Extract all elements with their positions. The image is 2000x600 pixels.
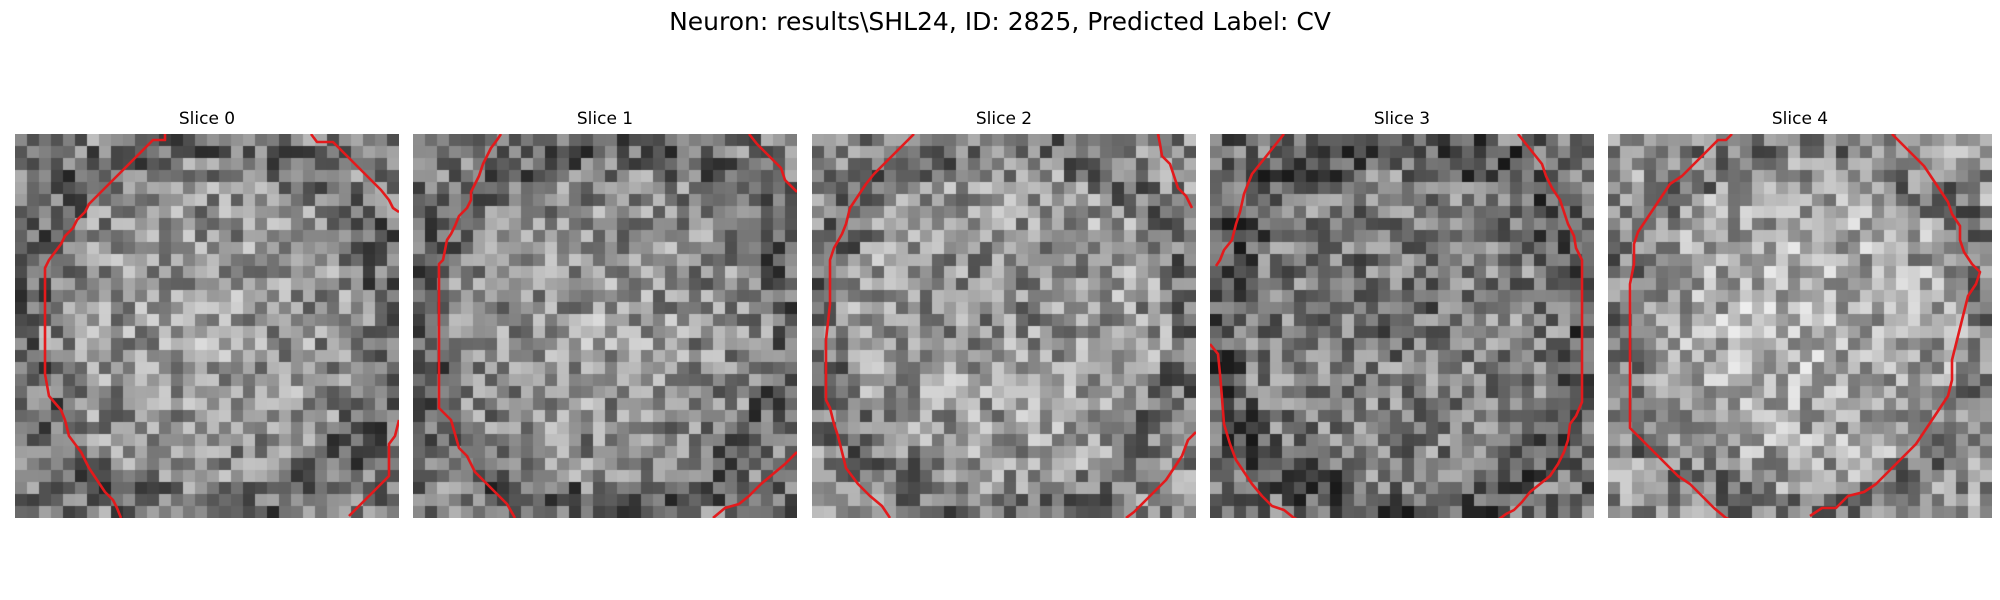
contour-line-2 [712, 451, 797, 518]
slice-image-2 [812, 134, 1196, 518]
slice-image-1 [413, 134, 797, 518]
slice-contour-4 [1628, 134, 1982, 518]
slice-title-1: Slice 1 [576, 109, 634, 129]
contour-line-0 [43, 134, 167, 518]
slice-pixels-1 [413, 134, 797, 518]
slice-panel-1: Slice 1 [413, 109, 797, 518]
slice-pixels-4 [1608, 134, 1992, 518]
contour-line-0 [824, 134, 915, 518]
slice-pixels-0 [15, 134, 399, 518]
contour-line-2 [1498, 134, 1584, 518]
slice-panel-2: Slice 2 [812, 109, 1196, 518]
slice-title-3: Slice 3 [1373, 109, 1431, 129]
contour-line-1 [1210, 343, 1298, 518]
contour-line-0 [1628, 134, 1733, 518]
contour-line-0 [1214, 134, 1286, 267]
contour-line-2 [1125, 431, 1196, 518]
slice-panel-4: Slice 4 [1608, 109, 1992, 518]
figure-title: Neuron: results\SHL24, ID: 2825, Predict… [669, 7, 1331, 36]
contour-line-2 [348, 419, 399, 517]
contour-line-0 [437, 134, 517, 518]
slice-title-2: Slice 2 [975, 109, 1033, 129]
slice-pixels-3 [1210, 134, 1594, 518]
slice-contour-2 [824, 134, 1196, 518]
contour-line-1 [747, 134, 797, 193]
slice-panel-3: Slice 3 [1210, 109, 1594, 518]
slice-title-4: Slice 4 [1771, 109, 1829, 129]
slice-image-4 [1608, 134, 1992, 518]
slice-contour-3 [1210, 134, 1584, 518]
slice-image-3 [1210, 134, 1594, 518]
slice-contour-1 [437, 134, 797, 518]
contour-line-1 [1156, 134, 1194, 209]
slice-panel-0: Slice 0 [15, 109, 399, 518]
contour-line-1 [1809, 134, 1982, 518]
slice-pixels-2 [812, 134, 1196, 518]
slice-contour-0 [43, 134, 399, 518]
contour-line-1 [309, 134, 399, 214]
slice-image-0 [15, 134, 399, 518]
slice-title-0: Slice 0 [178, 109, 236, 129]
